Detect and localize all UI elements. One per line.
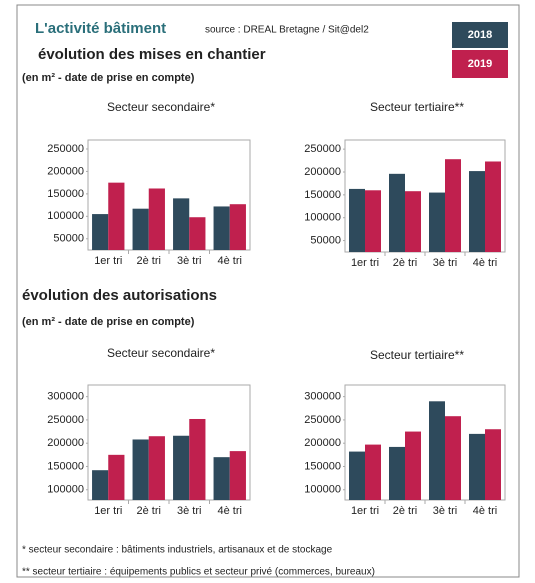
y-tick-label: 250000 <box>304 143 341 155</box>
section-unit: (en m² - date de prise en compte) <box>22 316 195 328</box>
bar <box>132 439 149 500</box>
x-tick-label: 2è tri <box>393 505 417 517</box>
source: source : DREAL Bretagne / Sit@del2 <box>205 25 369 36</box>
bar <box>469 433 485 500</box>
chart-title: Secteur secondaire* <box>107 346 215 360</box>
section-title: évolution des mises en chantier <box>38 46 266 63</box>
legend-swatch <box>452 50 508 78</box>
y-tick-label: 150000 <box>304 189 341 201</box>
bar <box>469 171 485 252</box>
bar <box>213 457 230 500</box>
bar <box>108 182 125 250</box>
bar <box>445 159 461 252</box>
bar <box>189 217 206 250</box>
bar <box>92 470 109 500</box>
bar <box>92 214 109 250</box>
legend-swatch <box>452 22 508 48</box>
x-tick-label: 3è tri <box>177 255 201 267</box>
y-tick-label: 200000 <box>304 437 341 449</box>
legend-label: 2018 <box>468 29 492 41</box>
bar <box>405 191 421 252</box>
y-tick-label: 100000 <box>304 484 341 496</box>
bar <box>365 190 381 252</box>
bar <box>173 435 190 500</box>
bar <box>429 401 445 500</box>
bar <box>485 429 501 500</box>
y-tick-label: 200000 <box>304 166 341 178</box>
y-tick-label: 100000 <box>304 212 341 224</box>
x-tick-label: 1er tri <box>351 257 379 269</box>
bar <box>389 173 405 252</box>
bar <box>108 454 125 500</box>
section-unit: (en m² - date de prise en compte) <box>22 72 195 84</box>
bar <box>389 446 405 500</box>
x-tick-label: 3è tri <box>433 257 457 269</box>
bar <box>485 161 501 252</box>
y-tick-label: 150000 <box>47 188 84 200</box>
y-tick-label: 150000 <box>304 460 341 472</box>
bar <box>405 431 421 500</box>
x-tick-label: 2è tri <box>137 255 161 267</box>
chart-title: Secteur tertiaire** <box>370 348 464 362</box>
y-tick-label: 200000 <box>47 165 84 177</box>
bar <box>229 204 246 250</box>
footnote: ** secteur tertiaire : équipements publi… <box>22 567 375 578</box>
x-tick-label: 4è tri <box>473 505 497 517</box>
bar <box>132 208 149 250</box>
y-tick-label: 250000 <box>304 414 341 426</box>
x-tick-label: 1er tri <box>94 505 122 517</box>
chart-title: Secteur secondaire* <box>107 100 215 114</box>
x-tick-label: 1er tri <box>351 505 379 517</box>
y-tick-label: 250000 <box>47 143 84 155</box>
bar <box>365 444 381 500</box>
bar <box>349 188 365 252</box>
bar <box>429 192 445 252</box>
y-tick-label: 250000 <box>47 414 84 426</box>
title: L'activité bâtiment <box>35 20 166 37</box>
y-tick-label: 50000 <box>310 234 341 246</box>
y-tick-label: 300000 <box>304 391 341 403</box>
bar <box>173 198 190 250</box>
x-tick-label: 2è tri <box>393 257 417 269</box>
bar <box>148 436 165 500</box>
y-tick-label: 100000 <box>47 484 84 496</box>
y-tick-label: 150000 <box>47 460 84 472</box>
bar <box>189 418 206 500</box>
y-tick-label: 100000 <box>47 210 84 222</box>
footnote: * secteur secondaire : bâtiments industr… <box>22 545 333 556</box>
y-tick-label: 50000 <box>53 233 84 245</box>
chart-title: Secteur tertiaire** <box>370 100 464 114</box>
x-tick-label: 4è tri <box>218 505 242 517</box>
x-tick-label: 1er tri <box>94 255 122 267</box>
section-title: évolution des autorisations <box>22 287 217 304</box>
y-tick-label: 200000 <box>47 437 84 449</box>
bar <box>148 188 165 250</box>
x-tick-label: 3è tri <box>433 505 457 517</box>
bar <box>349 451 365 500</box>
x-tick-label: 4è tri <box>473 257 497 269</box>
x-tick-label: 2è tri <box>137 505 161 517</box>
x-tick-label: 4è tri <box>218 255 242 267</box>
bar <box>445 416 461 500</box>
bar <box>213 206 230 250</box>
y-tick-label: 300000 <box>47 391 84 403</box>
legend-label: 2019 <box>468 58 492 70</box>
x-tick-label: 3è tri <box>177 505 201 517</box>
bar <box>229 451 246 500</box>
